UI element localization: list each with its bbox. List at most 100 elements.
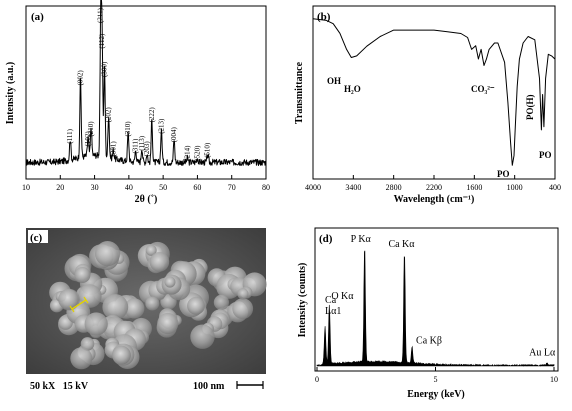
panel-b-x-tick-label: 2200	[426, 183, 442, 192]
sem-particle	[112, 345, 131, 365]
panel-b-x-tick-label: 1000	[507, 183, 523, 192]
panel-b-ftir: (b) Transmittance Wavelength (cm⁻¹) 4000…	[294, 5, 561, 205]
panel-d-peak-label: Ca Kα	[388, 239, 415, 250]
sem-particle	[237, 288, 249, 300]
panel-a-ylabel: Intensity (a.u.)	[5, 62, 16, 125]
panel-d-peak-label: P Kα	[351, 234, 372, 245]
panel-d-edx-spectrum	[316, 250, 555, 367]
panel-d-x-ticks: 0 5 10	[315, 367, 558, 384]
sem-particle	[187, 296, 205, 315]
sem-measurement-mark-cap-a	[69, 305, 75, 313]
sem-particle	[70, 347, 93, 370]
panel-b-x-tick-label: 2800	[386, 183, 402, 192]
panel-a-x-tick-label: 50	[159, 183, 167, 192]
panel-b-annotation-poh: PO(H)	[525, 95, 535, 121]
panel-a-peak-label: (202)	[105, 107, 113, 123]
panel-d-xlabel: Energy (keV)	[407, 389, 465, 400]
panel-c-label: (c)	[30, 232, 43, 244]
sem-particle	[102, 294, 129, 320]
sem-particle	[84, 312, 108, 336]
sem-particle	[145, 296, 160, 311]
panel-d-frame	[314, 227, 559, 372]
panel-a-xrd-trace	[25, 0, 267, 166]
panel-b-x-ticks: 4000 3400 2800 2200 1600 1000 400	[305, 175, 561, 192]
panel-a-peak-label: (112)	[98, 33, 106, 49]
panel-b-annotation-po-b: PO	[539, 150, 552, 160]
sem-particle	[95, 241, 121, 267]
panel-b-xlabel: Wavelength (cm⁻¹)	[394, 194, 475, 205]
panel-d-peak-label: Ca	[325, 295, 337, 306]
panel-a-peak-label: (002)	[77, 70, 85, 86]
panel-a-peak-label: (102)	[84, 131, 92, 147]
panel-d-ylabel: Intensity (counts)	[297, 263, 308, 338]
panel-a-peak-label: (311)	[132, 138, 140, 154]
panel-a-peak-label: (300)	[101, 61, 109, 77]
panel-b-annotation-po-a: PO	[497, 169, 510, 179]
panel-d-peak-label: Lα1	[325, 306, 341, 317]
panel-c-label-box	[28, 230, 48, 243]
panel-a-peak-labels: (111) (002) (102)(210) (211) (112) (300) (202)…	[66, 7, 212, 160]
panel-a-x-tick-label: 60	[193, 183, 201, 192]
sem-particle	[213, 294, 229, 310]
sem-measurement-mark	[71, 299, 87, 310]
panel-d-edx: (d) Intensity (counts) Energy (keV) 0 5 10…	[297, 227, 559, 400]
sem-caption: 50 kX 15 kV	[30, 381, 89, 392]
sem-particle	[157, 312, 179, 335]
panel-a-peak-label: (113)	[138, 135, 146, 151]
panel-c-sem: (c) 50 kX 15 kV 100 nm	[26, 228, 267, 392]
sem-particle	[149, 252, 170, 272]
panel-b-x-tick-label: 1600	[466, 183, 482, 192]
sem-particle	[58, 289, 79, 310]
panel-b-x-tick-label: 400	[549, 183, 561, 192]
sem-particle	[190, 324, 215, 349]
panel-d-label: (d)	[319, 233, 333, 245]
sem-particle	[124, 298, 145, 319]
sem-measurement-mark-cap-b	[83, 296, 89, 304]
panel-a-xrd: (a) Intensity (a.u.) 2θ (˚) 10 20 30 40 50 60…	[5, 0, 270, 205]
panel-a-x-tick-label: 70	[228, 183, 236, 192]
panel-a-label: (a)	[31, 11, 44, 23]
sem-scale-label: 100 nm	[193, 381, 225, 392]
sem-particle	[145, 244, 157, 256]
panel-a-x-tick-label: 20	[56, 183, 64, 192]
panel-a-peak-label: (004)	[170, 126, 178, 142]
panel-b-ylabel: Transmittance	[294, 61, 305, 124]
panel-a-peak-label: (213)	[157, 118, 165, 134]
panel-b-ftir-trace	[312, 18, 556, 166]
panel-a-peak-label: (210)	[87, 121, 95, 137]
panel-a-peak-label: (222)	[148, 107, 156, 123]
sem-particle	[74, 267, 91, 283]
panel-d-x-tick-label: 5	[434, 375, 438, 384]
sem-particle-agglomerate	[49, 241, 267, 370]
panel-d-peak-label: O Kα	[331, 291, 354, 302]
panel-b-annotation-co3: CO₃²⁻	[471, 84, 495, 94]
panel-a-peak-label: (510)	[204, 142, 212, 158]
panel-a-x-tick-label: 40	[125, 183, 133, 192]
panel-b-annotation-h2o: H₂O	[344, 84, 361, 94]
panel-a-peak-label: (310)	[124, 121, 132, 137]
panel-a-x-tick-label: 80	[262, 183, 270, 192]
panel-b-x-tick-label: 3400	[345, 183, 361, 192]
panel-d-x-tick-label: 10	[550, 375, 558, 384]
panel-a-peak-label: (520)	[193, 145, 201, 161]
panel-a-x-tick-label: 30	[91, 183, 99, 192]
panel-a-peak-label: (214)	[184, 145, 192, 161]
panel-a-frame	[25, 5, 267, 180]
sem-particle	[80, 337, 95, 351]
panel-a-peak-label: (301)	[109, 141, 117, 157]
panel-d-peak-label: Ca Kβ	[416, 336, 442, 347]
panel-a-peak-label: (111)	[66, 128, 74, 143]
sem-particle	[164, 276, 176, 288]
panel-d-peak-label: Au Lα	[529, 347, 556, 358]
sem-particle	[232, 298, 254, 319]
panel-a-x-ticks: 10 20 30 40 50 60 70 80	[22, 175, 270, 192]
panel-a-xlabel: 2θ (˚)	[135, 194, 158, 205]
panel-d-x-tick-label: 0	[315, 375, 319, 384]
panel-a-x-tick-label: 10	[22, 183, 30, 192]
panel-b-annotation-oh: OH	[327, 76, 341, 86]
panel-a-peak-label: (203)	[143, 141, 151, 157]
panel-b-x-tick-label: 4000	[305, 183, 321, 192]
panel-a-peak-label: (211)	[97, 7, 105, 23]
